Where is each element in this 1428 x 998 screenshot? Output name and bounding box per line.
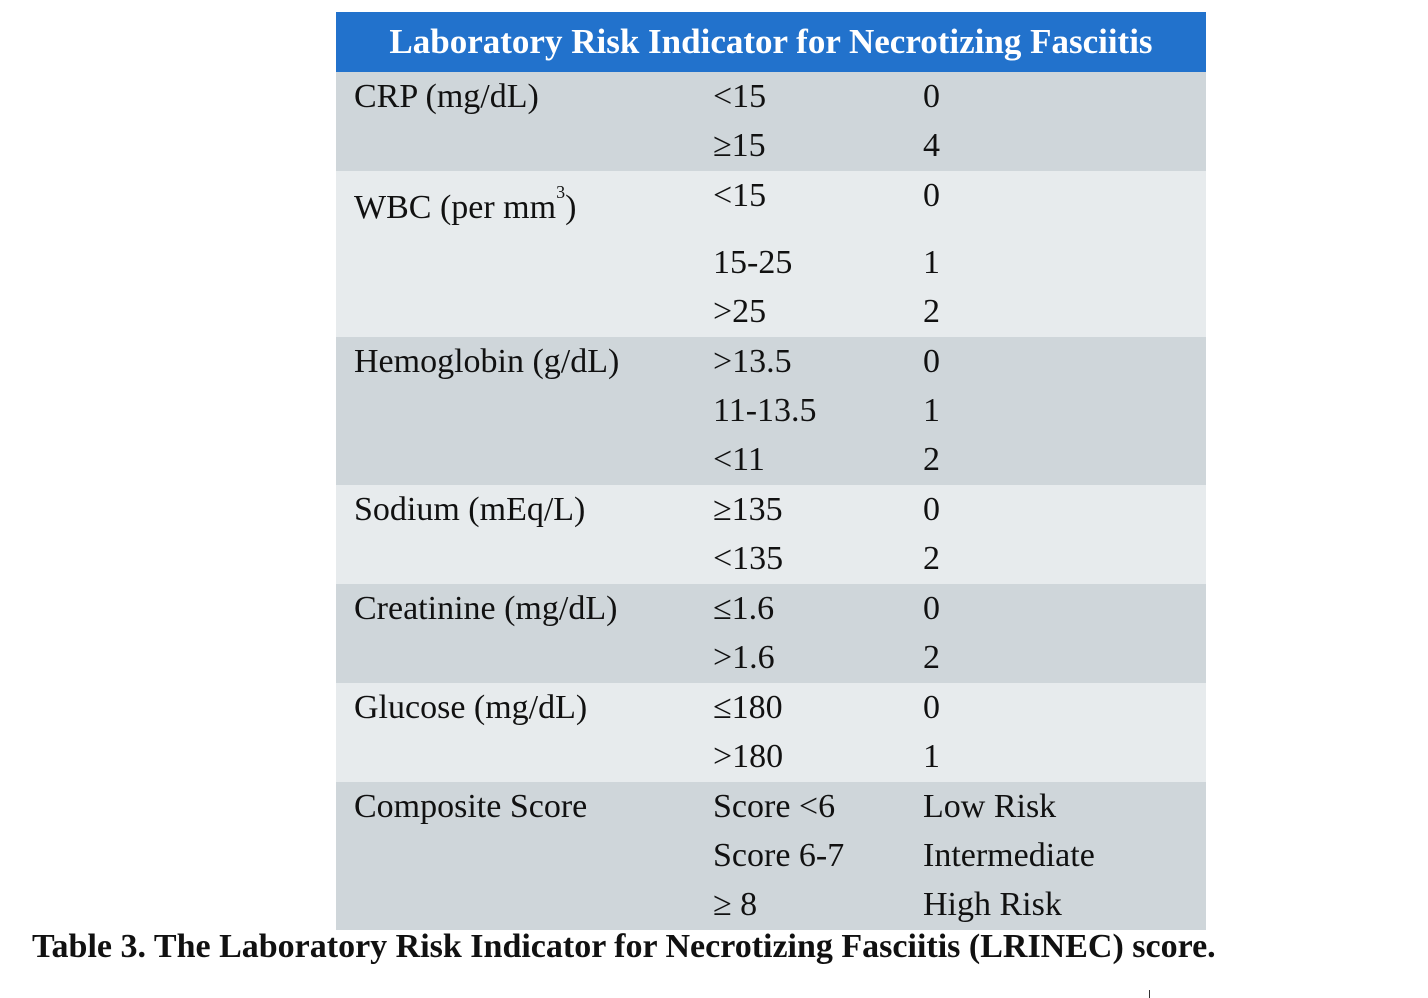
parameter-label: WBC (per mm3) <box>354 182 577 237</box>
parameter-text: WBC (per mm <box>354 189 557 226</box>
points-cell: 1 <box>923 392 940 429</box>
range-cell: Score 6-7 <box>713 837 845 874</box>
table-row: Glucose (mg/dL) ≤180 0 <box>336 683 1206 732</box>
table-row: >1.6 2 <box>336 633 1206 682</box>
points-cell: 0 <box>923 689 940 726</box>
range-cell: 11-13.5 <box>713 392 817 429</box>
points-cell: 0 <box>923 491 940 528</box>
parameter-label: Creatinine (mg/dL) <box>354 590 618 627</box>
points-cell: 2 <box>923 540 940 577</box>
points-cell: 0 <box>923 590 940 627</box>
range-cell: ≥15 <box>713 127 766 164</box>
range-cell: ≤1.6 <box>713 590 775 627</box>
risk-cell: High Risk <box>923 886 1062 923</box>
table-row: ≥15 4 <box>336 121 1206 170</box>
table-title: Laboratory Risk Indicator for Necrotizin… <box>336 12 1206 72</box>
table-row: <11 2 <box>336 435 1206 484</box>
table-group-glucose: Glucose (mg/dL) ≤180 0 >180 1 <box>336 683 1206 782</box>
parameter-label: Glucose (mg/dL) <box>354 689 588 726</box>
range-cell: >25 <box>713 293 767 330</box>
range-cell: >180 <box>713 738 784 775</box>
table-row: 11-13.5 1 <box>336 386 1206 435</box>
table-row: Score 6-7 Intermediate <box>336 831 1206 880</box>
parameter-suffix: ) <box>565 189 577 226</box>
table-group-composite: Composite Score Score <6 Low Risk Score … <box>336 782 1206 930</box>
table-group-creatinine: Creatinine (mg/dL) ≤1.6 0 >1.6 2 <box>336 584 1206 683</box>
range-cell: Score <6 <box>713 788 836 825</box>
range-cell: <15 <box>713 78 767 115</box>
range-cell: ≥ 8 <box>713 886 758 923</box>
points-cell: 2 <box>923 639 940 676</box>
range-cell: <135 <box>713 540 784 577</box>
table-row: >25 2 <box>336 287 1206 336</box>
table-group-wbc: WBC (per mm3) <15 0 15-25 1 >25 2 <box>336 171 1206 337</box>
range-cell: ≤180 <box>713 689 783 726</box>
points-cell: 1 <box>923 738 940 775</box>
parameter-label: Hemoglobin (g/dL) <box>354 343 620 380</box>
table-row: Composite Score Score <6 Low Risk <box>336 782 1206 831</box>
range-cell: >1.6 <box>713 639 775 676</box>
parameter-label: CRP (mg/dL) <box>354 78 539 115</box>
points-cell: 1 <box>923 244 940 281</box>
points-cell: 0 <box>923 343 940 380</box>
range-cell: <11 <box>713 441 765 478</box>
risk-cell: Low Risk <box>923 788 1057 825</box>
edge-mark <box>1149 990 1150 998</box>
range-cell: >13.5 <box>713 343 792 380</box>
table-group-sodium: Sodium (mEq/L) ≥135 0 <135 2 <box>336 485 1206 584</box>
table-row: ≥ 8 High Risk <box>336 880 1206 929</box>
table-row: Creatinine (mg/dL) ≤1.6 0 <box>336 584 1206 633</box>
parameter-label: Composite Score <box>354 788 588 825</box>
table-group-hemoglobin: Hemoglobin (g/dL) >13.5 0 11-13.5 1 <11 … <box>336 337 1206 485</box>
range-cell: 15-25 <box>713 244 793 281</box>
parameter-label: Sodium (mEq/L) <box>354 491 586 528</box>
points-cell: 0 <box>923 177 940 214</box>
table-row: Hemoglobin (g/dL) >13.5 0 <box>336 337 1206 386</box>
points-cell: 4 <box>923 127 940 164</box>
table-row: >180 1 <box>336 732 1206 781</box>
lrinec-table: Laboratory Risk Indicator for Necrotizin… <box>336 12 1206 930</box>
table-row: WBC (per mm3) <15 0 <box>336 171 1206 238</box>
range-cell: <15 <box>713 177 767 214</box>
risk-cell: Intermediate <box>923 837 1095 874</box>
table-caption: Table 3. The Laboratory Risk Indicator f… <box>32 928 1216 965</box>
table-row: Sodium (mEq/L) ≥135 0 <box>336 485 1206 534</box>
parameter-superscript: 3 <box>556 182 566 202</box>
range-cell: ≥135 <box>713 491 783 528</box>
points-cell: 2 <box>923 293 940 330</box>
points-cell: 2 <box>923 441 940 478</box>
table-group-crp: CRP (mg/dL) <15 0 ≥15 4 <box>336 72 1206 171</box>
table-row: CRP (mg/dL) <15 0 <box>336 72 1206 121</box>
points-cell: 0 <box>923 78 940 115</box>
table-row: 15-25 1 <box>336 238 1206 287</box>
table-row: <135 2 <box>336 534 1206 583</box>
